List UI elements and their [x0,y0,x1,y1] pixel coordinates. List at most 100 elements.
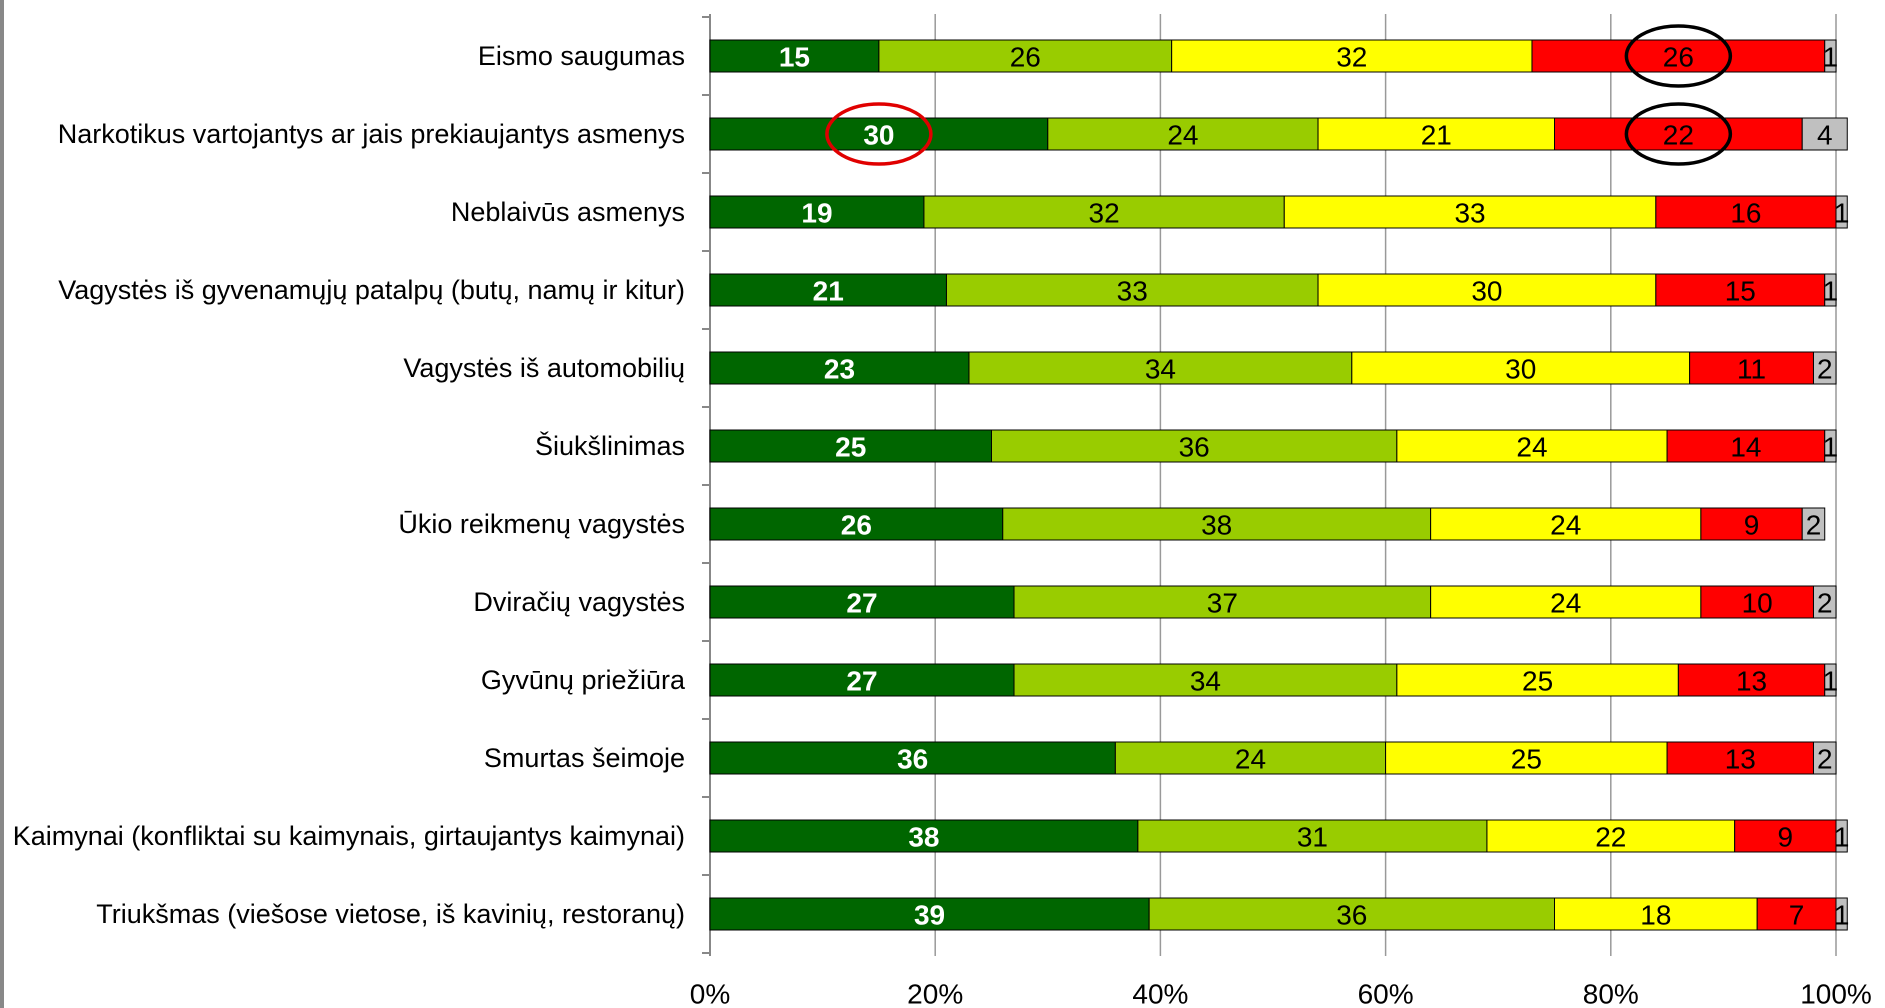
data-label: 32 [1336,42,1367,73]
data-label: 39 [914,900,945,931]
data-label: 38 [1201,510,1232,541]
data-label: 15 [779,42,810,73]
data-label: 15 [1725,276,1756,307]
data-label: 34 [1145,354,1176,385]
data-label: 1 [1823,666,1839,697]
bar-segment [1812,585,1837,619]
bar-segment [1013,585,1432,619]
data-label: 13 [1736,666,1767,697]
category-label: Gyvūnų priežiūra [480,665,685,695]
x-tick-label: 80% [1583,979,1639,1008]
bar-segment [1430,585,1702,619]
data-label: 2 [1817,354,1833,385]
data-label: 25 [835,432,866,463]
bar-segment [1171,39,1533,73]
bar-segment [1430,507,1702,541]
data-label: 32 [1089,198,1120,229]
bar-segment [1824,39,1837,73]
category-label: Šiukšlinimas [534,431,685,461]
data-label: 33 [1117,276,1148,307]
bar-segment [1317,117,1556,151]
x-tick-label: 60% [1358,979,1414,1008]
data-label: 9 [1744,510,1760,541]
bar-segment [1756,897,1837,931]
bar-segment [1734,819,1837,853]
category-label: Kaimynai (konfliktai su kaimynais, girta… [12,821,685,851]
bar-segment [1801,117,1848,151]
data-label: 1 [1834,198,1850,229]
category-label: Smurtas šeimoje [483,743,685,773]
data-label: 4 [1817,120,1833,151]
data-label: 1 [1834,822,1850,853]
data-label: 18 [1640,900,1671,931]
data-label: 1 [1834,900,1850,931]
bar-segment [1835,819,1848,853]
category-label: Vagystės iš gyvenamųjų patalpų (butų, na… [58,275,685,305]
data-label: 22 [1663,120,1694,151]
data-label: 30 [863,120,894,151]
data-label: 24 [1516,432,1547,463]
category-label: Ūkio reikmenų vagystės [398,509,685,539]
data-label: 34 [1190,666,1221,697]
data-label: 1 [1823,432,1839,463]
data-label: 36 [897,744,928,775]
bar-segment [709,897,1150,931]
bar-segment [709,507,1004,541]
bar-segment [1700,585,1814,619]
x-tick-label: 100% [1800,979,1872,1008]
category-label: Neblaivūs asmenys [450,197,685,227]
bar-segment [709,819,1139,853]
bar-segment [709,741,1116,775]
bar-segment [1002,507,1432,541]
category-label: Dviračių vagystės [473,587,685,617]
data-label: 37 [1207,588,1238,619]
x-tick-label: 40% [1132,979,1188,1008]
bar-segment [709,585,1015,619]
bar-segment [1824,273,1837,307]
chart: 0% 20% 40% 60% 80% 100%15 26 32 26 130 24 21 22 419 32… [690,14,1872,1008]
data-label: 1 [1823,276,1839,307]
bar-segment [1148,897,1555,931]
bar-segment [1486,819,1736,853]
bar-segment [709,39,880,73]
data-label: 23 [824,354,855,385]
bar-segment [1812,741,1837,775]
data-label: 24 [1550,588,1581,619]
bar-segment [1835,897,1848,931]
data-label: 25 [1522,666,1553,697]
data-label: 36 [1336,900,1367,931]
annotation-ellipse [1624,24,1733,88]
data-label: 26 [841,510,872,541]
x-tick-label: 0% [690,979,730,1008]
data-label: 24 [1167,120,1198,151]
data-label: 27 [846,666,877,697]
data-label: 25 [1511,744,1542,775]
data-label: 36 [1179,432,1210,463]
data-label: 26 [1663,42,1694,73]
x-tick-label: 20% [907,979,963,1008]
data-label: 38 [908,822,939,853]
data-label: 19 [801,198,832,229]
data-label: 24 [1550,510,1581,541]
bar-segment [709,273,947,307]
data-label: 21 [813,276,844,307]
bar-segment [709,351,970,385]
bar-segment [1824,663,1837,697]
bar-segment [1835,195,1848,229]
data-label: 10 [1742,588,1773,619]
bar-segment [1812,351,1837,385]
bar-segment [1655,195,1837,229]
bar-segment [1385,741,1668,775]
bar-segment [1824,429,1837,463]
bar-segment [1689,351,1814,385]
data-label: 30 [1471,276,1502,307]
bar-segment [1283,195,1657,229]
data-label: 24 [1235,744,1266,775]
bar-segment [709,117,1049,151]
bar-segment [878,39,1173,73]
data-label: 22 [1595,822,1626,853]
annotation-ellipse [1624,102,1733,166]
bar-segment [1655,273,1826,307]
annotation-ellipse [825,102,933,166]
